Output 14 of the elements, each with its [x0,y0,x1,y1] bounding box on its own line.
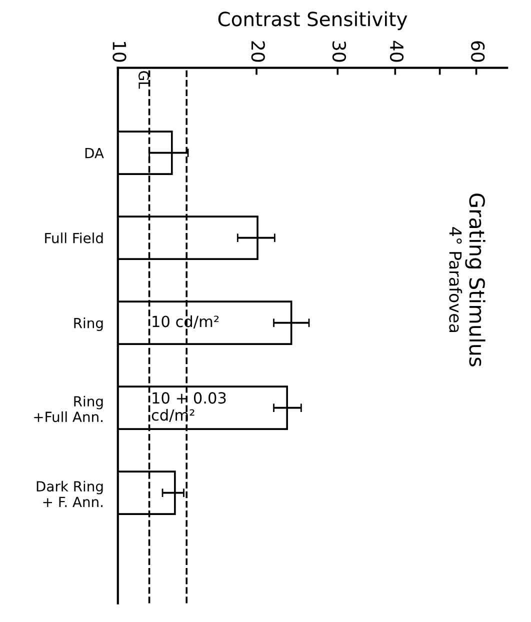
x-tick-label: 60 [471,41,485,62]
x-axis-title: Contrast Sensitivity [218,11,408,30]
y-tick-label: Dark Ring + F. Ann. [36,480,103,507]
y-tick-label: Ring [74,318,103,331]
x-tick-label: 40 [390,40,404,62]
y-tick-label: Full Field [45,232,103,244]
y-tick-label: DA [85,148,104,158]
text: 4° Parafovea [449,227,462,332]
x-tick-label: 30 [332,41,346,62]
ref-line-label: GL [138,71,150,89]
y-tick-label: Ring +Full Ann. [34,396,103,422]
x-tick-label: 10 [112,42,126,62]
x-tick-label: 20 [251,41,265,62]
text: Grating Stimulus [465,194,486,366]
